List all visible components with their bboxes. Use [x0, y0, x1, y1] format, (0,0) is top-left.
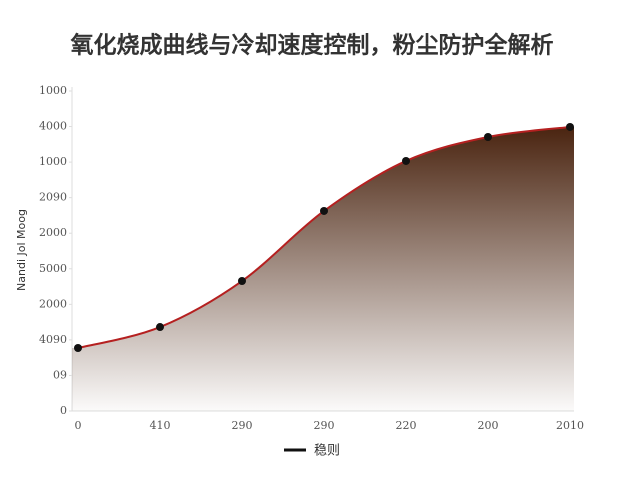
y-tick-label: 2000 — [39, 297, 67, 310]
chart-title: 氧化烧成曲线与冷却速度控制，粉尘防护全解析 — [70, 32, 554, 59]
x-tick-label: 290 — [314, 419, 335, 432]
x-tick-label: 0 — [75, 419, 82, 432]
area — [72, 126, 574, 411]
x-tick-label: 220 — [396, 419, 417, 432]
y-tick-label: 0 — [60, 404, 67, 417]
point — [566, 122, 574, 131]
x-tick-label: 410 — [150, 419, 171, 432]
point — [402, 156, 410, 165]
y-tick-label: 2090 — [39, 191, 67, 204]
y-axis-label: Nandi Jol Moog — [15, 209, 28, 291]
point — [74, 343, 82, 352]
legend-label: 稳则 — [314, 443, 340, 459]
y-tick-label: 5000 — [39, 262, 67, 275]
y-tick-label: 09 — [53, 368, 67, 381]
x-tick-label: 200 — [478, 419, 499, 432]
point — [320, 206, 328, 215]
x-tick-label: 290 — [232, 419, 253, 432]
point — [238, 277, 246, 286]
y-tick-label: 4000 — [39, 120, 67, 133]
y-tick-label: 2000 — [39, 226, 67, 239]
y-tick-label: 1000 — [39, 155, 67, 168]
y-tick-label: 1000 — [39, 84, 67, 97]
point — [484, 133, 492, 142]
point — [156, 323, 164, 332]
x-tick-label: 2010 — [556, 419, 584, 432]
y-tick-label: 4090 — [39, 333, 67, 346]
